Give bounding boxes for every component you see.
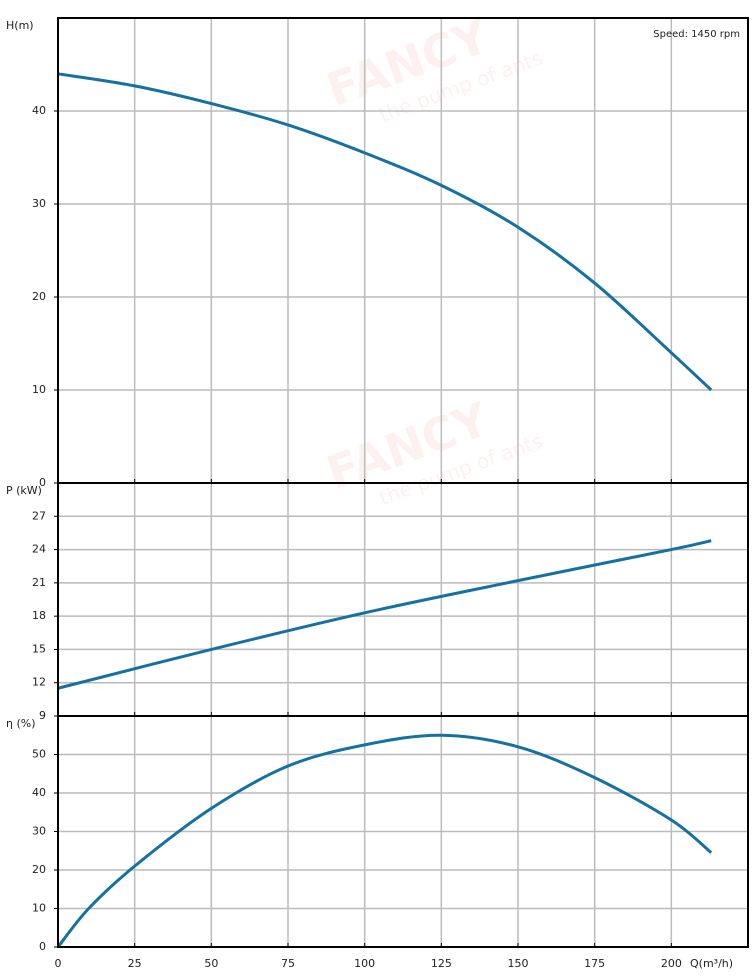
annotation: Speed: 1450 rpm [653,29,740,40]
y-tick-label: 9 [39,709,46,722]
y-tick-label: 30 [32,197,46,210]
x-tick-label: 25 [128,957,142,970]
y-tick-label: 0 [39,940,46,953]
curve [57,539,712,690]
x-tick-label: 150 [508,957,529,970]
y-tick-label: 10 [32,902,46,915]
y-tick-label: 27 [32,509,46,522]
x-axis-label: Q(m³/h) [690,957,733,970]
x-tick-label: 200 [661,957,682,970]
y-tick-label: 21 [32,576,46,589]
curve [56,733,713,948]
y-tick-label: 24 [32,543,46,556]
x-tick-label: 50 [204,957,218,970]
y-tick-label: 12 [32,676,46,689]
y-tick-label: 40 [32,104,46,117]
y-tick-label: 18 [32,609,46,622]
x-tick-label: 100 [354,957,375,970]
x-tick-label: 75 [281,957,295,970]
plot-frame [57,715,749,948]
y-tick-label: 10 [32,383,46,396]
x-tick-label: 125 [431,957,452,970]
y-axis-label: η (%) [6,717,36,730]
x-tick-label: 0 [55,957,62,970]
y-tick-label: 0 [39,476,46,489]
y-tick-label: 15 [32,642,46,655]
y-tick-label: 50 [32,748,46,761]
y-tick-label: 40 [32,786,46,799]
y-tick-label: 20 [32,290,46,303]
y-axis-label: H(m) [6,19,34,32]
curve [57,72,713,392]
y-axis-label: P (kW) [6,484,42,497]
y-tick-label: 20 [32,863,46,876]
plot-frame [57,482,749,717]
x-tick-label: 175 [584,957,605,970]
y-tick-label: 30 [32,825,46,838]
